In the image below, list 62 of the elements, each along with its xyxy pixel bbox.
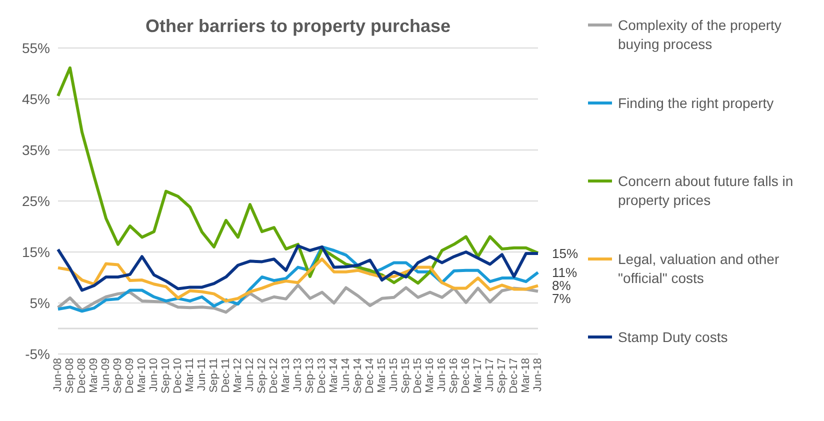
line-series (56, 258, 540, 302)
x-tick-label: Dec-08 (76, 358, 88, 394)
x-tick-label: Jun-11 (196, 358, 208, 391)
data-label: 7% (552, 291, 572, 306)
y-tick-label: 45% (22, 90, 50, 107)
x-tick-label: Dec-14 (364, 358, 376, 394)
line-series (56, 244, 540, 292)
x-tick-label: Dec-09 (124, 358, 136, 394)
x-tick-label: Jun-12 (244, 358, 256, 392)
x-tick-label: Jun-10 (148, 358, 160, 392)
x-tick-label: Mar-18 (520, 358, 532, 393)
x-tick-label: Jun-14 (340, 358, 352, 392)
x-tick-label: Jun-13 (292, 358, 304, 392)
x-tick-label: Jun-09 (100, 358, 112, 392)
x-tick-label: Mar-11 (184, 358, 196, 392)
legend-label: Stamp Duty costs (618, 328, 728, 347)
x-tick-label: Mar-13 (280, 358, 292, 393)
line-series (56, 66, 540, 285)
x-tick-label: Dec-12 (268, 358, 280, 394)
x-tick-label: Sep-11 (208, 358, 220, 393)
y-tick-label: -5% (25, 346, 50, 362)
x-tick-label: Sep-17 (496, 358, 508, 394)
x-tick-label: Sep-08 (64, 358, 76, 394)
legend-label: Concern about future falls in property prices (618, 172, 794, 210)
x-tick-label: Jun-08 (52, 358, 64, 392)
legend-label: Complexity of the property buying process (618, 16, 782, 54)
x-tick-label: Dec-17 (508, 358, 520, 394)
x-tick-label: Dec-13 (316, 358, 328, 394)
line-series (56, 284, 540, 314)
x-tick-label: Dec-15 (412, 358, 424, 394)
y-tick-label: 35% (22, 142, 50, 158)
x-tick-label: Jun-15 (388, 358, 400, 392)
x-tick-label: Mar-15 (376, 358, 388, 393)
x-tick-label: Mar-17 (472, 358, 484, 393)
data-label: 15% (552, 246, 578, 262)
x-tick-label: Dec-11 (220, 358, 232, 393)
legend-label: Legal, valuation and other "official" costs (618, 250, 780, 288)
y-tick-label: 55% (22, 40, 50, 56)
x-tick-label: Sep-15 (400, 358, 412, 394)
data-label: 8% (552, 278, 572, 294)
y-tick-label: 25% (22, 192, 50, 209)
chart-title: Other barriers to property purchase (144, 16, 452, 37)
data-label: 11% (552, 264, 578, 280)
x-tick-label: Jun-18 (532, 358, 544, 392)
x-tick-label: Mar-14 (328, 358, 340, 393)
x-tick-label: Mar-16 (424, 358, 436, 393)
x-tick-label: Mar-12 (232, 358, 244, 393)
x-tick-label: Jun-17 (484, 358, 496, 392)
x-tick-label: Sep-16 (448, 358, 460, 394)
x-tick-label: Sep-09 (112, 358, 124, 394)
x-tick-label: Mar-10 (136, 358, 148, 393)
x-tick-label: Dec-16 (460, 358, 472, 394)
x-tick-label: Dec-10 (172, 358, 184, 394)
x-tick-label: Mar-09 (88, 358, 100, 393)
legend-label: Finding the right property (618, 94, 774, 113)
x-tick-label: Sep-13 (304, 358, 316, 394)
x-tick-label: Sep-12 (256, 358, 268, 394)
y-tick-label: 15% (22, 244, 50, 260)
y-tick-label: 5% (30, 294, 50, 311)
x-tick-label: Jun-16 (436, 358, 448, 392)
x-tick-label: Sep-10 (160, 358, 172, 394)
x-tick-label: Sep-14 (352, 358, 364, 394)
